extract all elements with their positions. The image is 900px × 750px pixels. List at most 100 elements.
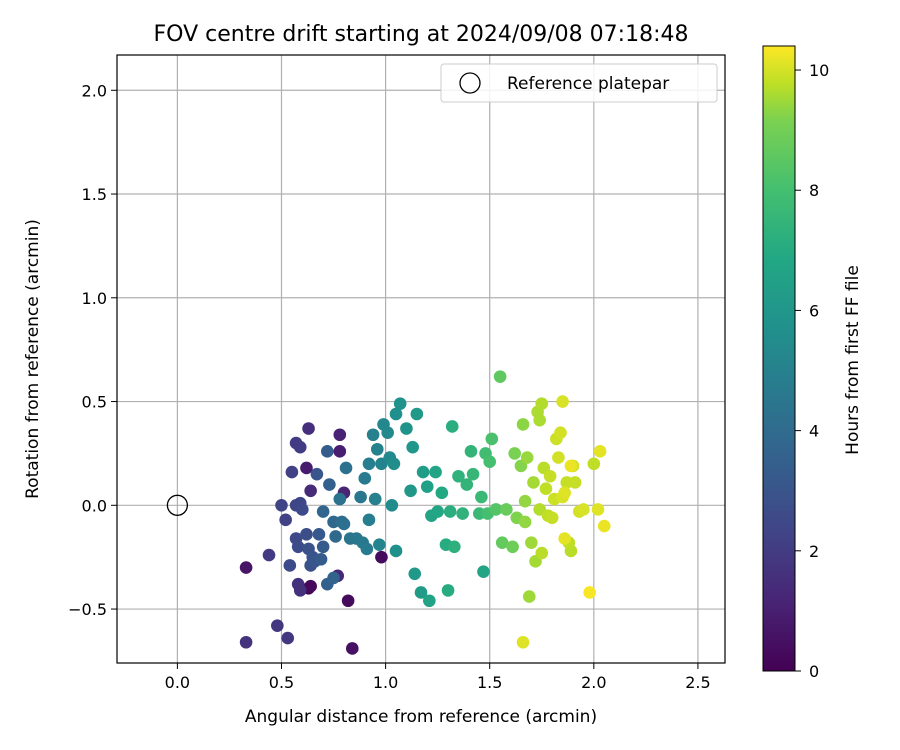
scatter-point <box>587 457 601 471</box>
scatter-point <box>296 503 309 516</box>
scatter-point <box>300 461 313 475</box>
scatter-point <box>321 445 334 458</box>
scatter-point <box>323 478 336 491</box>
scatter-point <box>408 567 422 581</box>
scatter-point <box>435 486 449 500</box>
scatter-point <box>441 584 455 597</box>
scatter-point <box>506 540 519 554</box>
scatter-point <box>535 397 549 410</box>
scatter-point <box>387 457 401 471</box>
x-tick-label: 1.0 <box>373 673 398 692</box>
scatter-point <box>518 494 532 508</box>
scatter-point <box>489 503 503 516</box>
colorbar-tick-label: 10 <box>809 61 829 80</box>
plot-background <box>117 55 725 663</box>
colorbar-tick-label: 6 <box>809 301 819 320</box>
scatter-point <box>370 442 384 456</box>
scatter-point <box>475 490 488 504</box>
colorbar-title: Hours from first FF file <box>843 265 863 455</box>
scatter-point <box>400 422 413 435</box>
y-tick-label: 1.0 <box>82 289 107 308</box>
scatter-point <box>558 486 571 500</box>
scatter-point <box>316 540 330 554</box>
legend-box <box>440 63 718 103</box>
scatter-point <box>362 457 376 471</box>
scatter-point <box>545 511 559 525</box>
plot-area: 0.0 0.5 1.0 1.5 2.0 2.5 −0.5 0.0 0.5 1.0 1.5 2.0 <box>68 54 726 692</box>
scatter-point <box>593 445 607 458</box>
scatter-point <box>239 635 253 649</box>
scatter-point <box>291 540 305 554</box>
y-tick-label: 2.0 <box>82 81 107 100</box>
scatter-point <box>535 546 549 560</box>
scatter-point <box>362 513 376 527</box>
scatter-point <box>431 505 444 518</box>
scatter-point <box>279 513 292 527</box>
chart-title: FOV centre drift starting at 2024/09/08 … <box>154 22 689 47</box>
scatter-point <box>508 447 521 460</box>
scatter-point <box>341 594 355 608</box>
scatter-point <box>591 503 605 516</box>
scatter-point <box>285 465 299 479</box>
scatter-point <box>568 476 582 489</box>
y-tick-label: 0.5 <box>82 393 107 412</box>
scatter-points <box>239 370 611 655</box>
scatter-point <box>366 428 380 442</box>
scatter-point <box>310 467 324 481</box>
scatter-point <box>239 561 253 574</box>
x-tick-label: 0.0 <box>165 673 190 692</box>
scatter-point <box>262 548 276 562</box>
scatter-point <box>477 565 490 578</box>
x-axis-ticks: 0.0 0.5 1.0 1.5 2.0 2.5 <box>165 663 711 692</box>
scatter-point <box>493 370 507 383</box>
scatter-point <box>500 503 513 516</box>
scatter-point <box>443 505 457 518</box>
colorbar-tick-label: 2 <box>809 542 819 561</box>
scatter-point <box>304 579 317 593</box>
scatter-point <box>460 478 474 491</box>
scatter-point <box>283 559 297 572</box>
scatter-point <box>293 584 307 597</box>
scatter-point <box>385 498 399 512</box>
colorbar: 0 2 4 6 8 10 Hours from first FF file <box>762 45 863 681</box>
colorbar-tick-label: 8 <box>809 181 819 200</box>
y-tick-label: 0.0 <box>82 496 107 515</box>
scatter-point <box>448 540 461 554</box>
legend-open-circle-icon <box>459 72 481 94</box>
plot-frame <box>116 54 726 664</box>
scatter-point <box>485 432 499 446</box>
scatter-point <box>312 528 326 541</box>
colorbar-tick-label: 4 <box>809 422 819 441</box>
scatter-point <box>429 465 442 479</box>
colorbar-tick-label: 0 <box>809 662 819 681</box>
y-tick-label: −0.5 <box>68 600 107 619</box>
scatter-point <box>293 440 307 454</box>
scatter-point <box>539 482 553 495</box>
reference-platepar-marker <box>166 494 189 516</box>
scatter-point <box>525 536 538 549</box>
x-tick-label: 2.5 <box>685 673 710 692</box>
y-axis-ticks: −0.5 0.0 0.5 1.0 1.5 2.0 <box>68 81 117 619</box>
legend: Reference platepar <box>440 63 718 103</box>
scatter-point <box>281 631 295 645</box>
scatter-point <box>516 635 530 649</box>
scatter-point <box>302 422 315 435</box>
scatter-point <box>527 476 540 489</box>
y-axis-title: Rotation from reference (arcmin) <box>23 219 43 499</box>
scatter-point <box>583 586 596 599</box>
scatter-point <box>414 586 428 599</box>
scatter-point <box>416 465 430 479</box>
scatter-point <box>597 519 611 533</box>
scatter-point <box>577 503 590 516</box>
scatter-point <box>533 413 546 427</box>
scatter-point <box>368 492 382 506</box>
scatter-point <box>445 420 459 433</box>
scatter-point <box>554 426 567 439</box>
scatter-point <box>558 532 571 545</box>
scatter-point <box>518 515 532 529</box>
reference-marker-group <box>166 494 189 516</box>
scatter-point <box>406 440 419 454</box>
scatter-point <box>452 469 465 483</box>
scatter-point <box>564 459 578 473</box>
